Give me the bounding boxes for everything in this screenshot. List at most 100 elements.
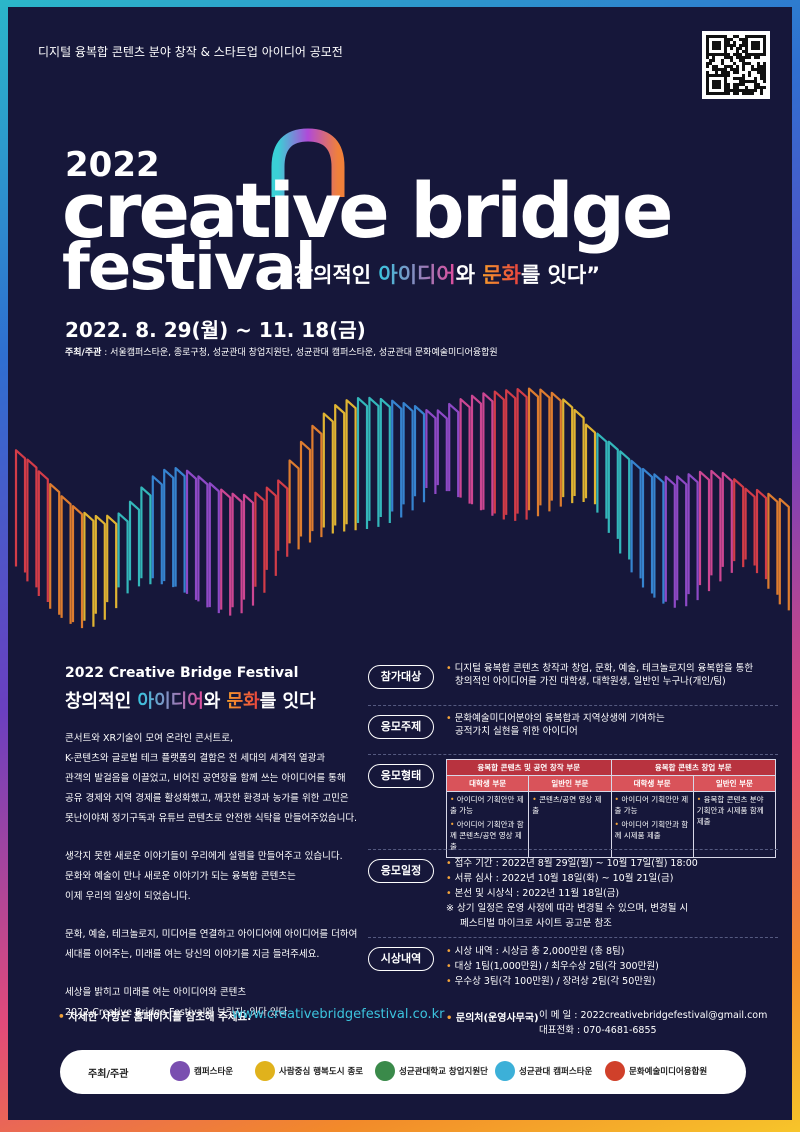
qr-module [724,65,727,68]
qr-module [745,92,748,95]
wave-line [242,493,255,606]
qr-module [742,89,745,92]
contact-info: 이 메 일 : 2022creativebridgefestival@gmail… [539,1008,767,1038]
qr-module [757,62,760,65]
content-line: 창의적인 아이디어를 가진 대학생, 대학원생, 일반인 누구나(개인/팀) [455,676,726,687]
wave-line [482,392,494,516]
qr-module [745,89,748,92]
qr-module [760,89,763,92]
qr-module [754,56,757,59]
qr-module [748,62,751,65]
section-content: 접수 기간 : 2022년 8월 29일(월) ~ 10월 17일(월) 18:… [446,856,698,931]
qr-module [739,47,742,50]
wave-line [641,467,654,594]
qr-module [727,92,730,95]
sub-header: 대학생 부문 [610,775,694,792]
intro-text: 콘서트와 XR기술이 모여 온라인 콘서트로, K-콘텐츠와 글로벌 테크 플랫폼… [65,729,357,1041]
qr-module [736,50,739,53]
section-label: 참가대상 [368,665,434,689]
qr-module [754,86,757,89]
qr-finder [745,35,766,56]
qr-module [763,74,766,77]
qr-module [757,65,760,68]
section-label: 시상내역 [368,947,434,971]
qr-module [763,77,766,80]
qr-module [763,86,766,89]
sub-header: 대학생 부문 [445,775,530,792]
qr-module [733,92,736,95]
logo-bar-label: 주최/주관 [88,1069,129,1080]
wave-line [698,470,711,592]
qr-finder [706,74,727,95]
wave-line [117,512,129,594]
qr-module [763,71,766,74]
qr-module [745,86,748,89]
slogan-part: 아이디어 [137,691,204,712]
qr-module [721,71,724,74]
qr-module [733,89,736,92]
slogan-part: 와 [455,263,483,287]
table-row: 대학생 부문 일반인 부문 대학생 부문 일반인 부문 [445,775,777,792]
qr-module [739,77,742,80]
logo-text: 사람중심 행복도시 종로 [279,1067,364,1077]
website[interactable]: www.creativebridgefestival.co.kr [232,1007,445,1022]
qr-module [760,74,763,77]
qr-module [715,65,718,68]
content-line: 서류 심사 : 2022년 10월 18일(화) ~ 10월 21일(금) [446,871,698,886]
content-line: 공적가치 실현을 위한 아이디어 [455,726,578,737]
qr-module [763,80,766,83]
qr-module [721,68,724,71]
qr-module [736,71,739,74]
qr-module [760,68,763,71]
organizers-list: : 서울캠퍼스타운, 종로구청, 성균관대 창업지원단, 성균관대 캠퍼스타운,… [101,348,498,358]
organizers: 주최/주관 : 서울캠퍼스타운, 종로구청, 성균관대 창업지원단, 성균관대 … [65,345,498,358]
qr-module [751,89,754,92]
entry-table: 융복합 콘텐츠 및 공연 창작 부문 융복합 콘텐츠 창업 부문 대학생 부문 일반인… [445,759,777,858]
qr-module [742,41,745,44]
separator [368,705,778,706]
paragraph-line: 2022 Creative Bridge Festival에 브릿지: 잇다 있… [65,1007,288,1018]
wave-line [596,432,608,519]
wave-line [767,492,779,595]
qr-module [715,71,718,74]
contact: 문의처(운영사무국) [455,1013,539,1024]
section-label: 응모일정 [368,859,434,883]
qr-module [742,68,745,71]
wave-line [83,511,95,627]
qr-module [727,71,730,74]
wave-line [174,467,186,593]
qr-module [757,56,760,59]
qr-module [742,77,745,80]
logo-icon [375,1061,395,1081]
qr-module [760,86,763,89]
wave-line [391,399,403,518]
qr-module [727,89,730,92]
wave-line [311,424,323,538]
logo-text: 문화예술미디어융합원 [629,1067,708,1077]
qr-finder-core [751,41,760,50]
slogan-part: 창의적인 [65,691,138,712]
wave-line [755,488,768,580]
paragraph-line: 세대를 이어주는, 미래를 여는 당신의 이야기를 지금 들려주세요. [65,949,320,960]
separator [368,754,778,755]
wave-line [744,487,756,566]
section-label: 응모형태 [368,764,434,788]
qr-module [730,47,733,50]
qr-module [742,80,745,83]
bridge-arc [271,128,345,197]
paragraph: 문화, 예술, 테크놀로지, 미디어를 연결하고 아이디어에 아이디어를 더하여… [65,925,357,965]
qr-module [739,53,742,56]
qr-module [736,77,739,80]
wave-line [14,449,27,573]
contact-label: • 문의처(운영사무국) [446,1013,539,1024]
wave-line [299,440,312,543]
slogan: “창의적인 아이디어와 문화를 잇다” [280,259,600,289]
qr-module [751,80,754,83]
qr-module [721,62,724,65]
qr-module [736,56,739,59]
wave-line [128,500,141,587]
paragraph-line: 이제 우리의 일상이 되었습니다. [65,891,191,902]
paragraph: 세상을 밝히고 미래를 여는 아이디어와 콘텐츠 2022 Creative Br… [65,983,357,1023]
wave-line [527,387,540,517]
cell-item: 아이디어 기획안만 제출 가능 [615,794,690,816]
